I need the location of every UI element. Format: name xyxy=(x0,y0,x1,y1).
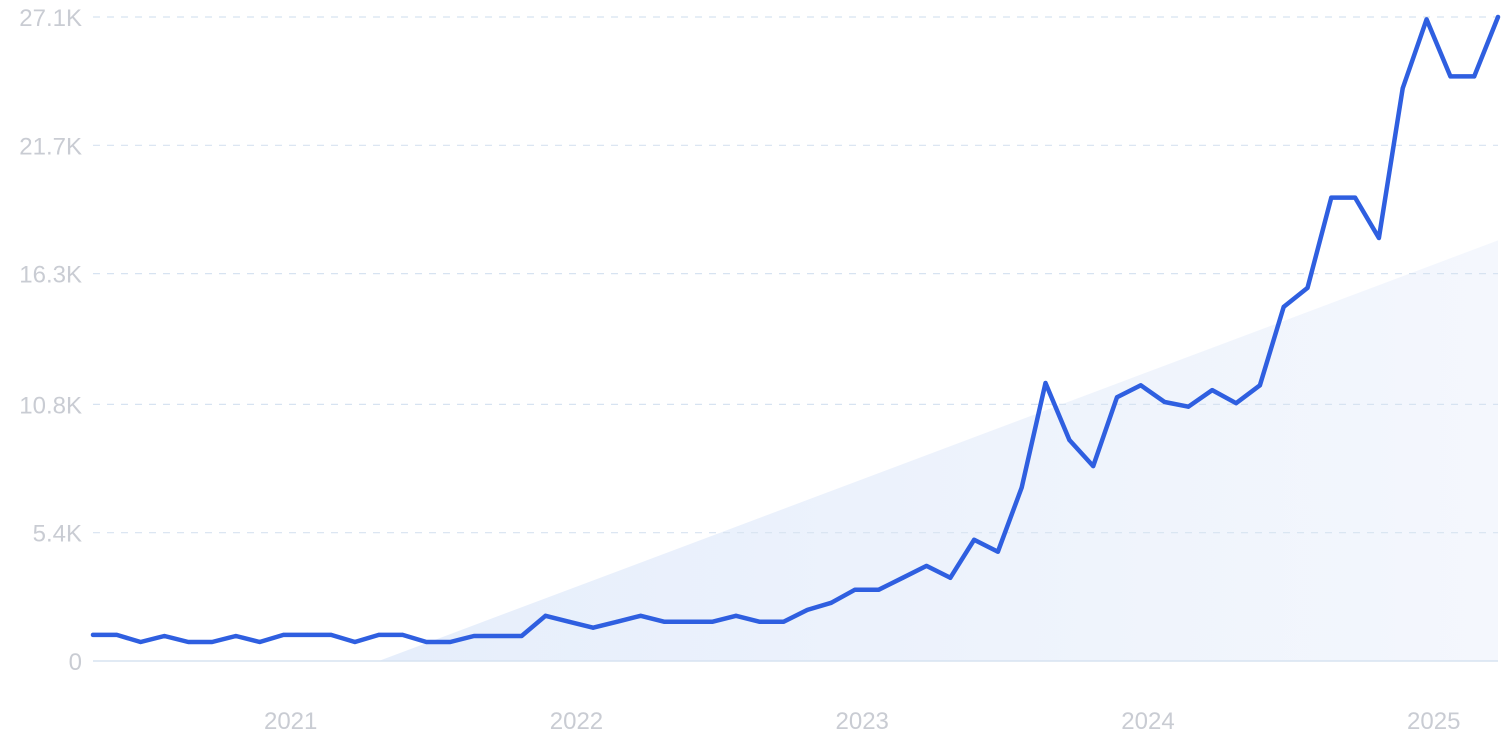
data-point xyxy=(352,639,357,644)
data-point xyxy=(638,613,643,618)
data-point xyxy=(567,619,572,624)
data-point xyxy=(1210,388,1215,393)
data-point xyxy=(1496,15,1500,19)
data-point xyxy=(781,619,786,624)
x-tick-label: 2024 xyxy=(1121,708,1174,735)
data-point xyxy=(876,587,881,592)
data-point xyxy=(91,632,95,637)
data-point xyxy=(1234,401,1239,406)
data-point xyxy=(1448,74,1453,79)
data-point xyxy=(614,619,619,624)
data-point xyxy=(924,563,929,568)
data-point xyxy=(1281,304,1286,309)
x-tick-label: 2022 xyxy=(550,708,603,735)
data-point xyxy=(948,575,953,580)
y-tick-label: 16.3K xyxy=(19,262,82,289)
data-point xyxy=(1353,195,1358,200)
data-point xyxy=(1138,383,1143,388)
data-point xyxy=(1114,395,1119,400)
data-point xyxy=(733,613,738,618)
data-point xyxy=(853,587,858,592)
data-point xyxy=(495,634,500,639)
data-point xyxy=(972,537,977,542)
data-point xyxy=(519,634,524,639)
data-point xyxy=(305,632,310,637)
data-point xyxy=(1424,17,1429,22)
data-point xyxy=(1329,195,1334,200)
data-point xyxy=(757,619,762,624)
data-point xyxy=(233,634,238,639)
y-tick-label: 21.7K xyxy=(19,133,82,160)
data-point xyxy=(1162,399,1167,404)
data-point xyxy=(1257,383,1262,388)
x-tick-label: 2025 xyxy=(1407,708,1460,735)
y-tick-label: 5.4K xyxy=(33,521,82,548)
data-point xyxy=(210,639,215,644)
y-tick-label: 27.1K xyxy=(19,5,82,32)
data-point xyxy=(543,613,548,618)
data-point xyxy=(1305,285,1310,290)
data-point xyxy=(1376,236,1381,241)
data-point xyxy=(472,634,477,639)
x-tick-label: 2023 xyxy=(836,708,889,735)
data-point xyxy=(162,634,167,639)
data-point xyxy=(424,639,429,644)
data-point xyxy=(114,632,119,637)
data-point xyxy=(1091,464,1096,469)
data-point xyxy=(710,619,715,624)
data-point xyxy=(281,632,286,637)
trend-area xyxy=(378,240,1499,662)
data-point xyxy=(448,639,453,644)
data-point xyxy=(329,632,334,637)
data-point xyxy=(400,632,405,637)
data-point xyxy=(1067,437,1072,442)
data-point xyxy=(1043,380,1048,385)
data-point xyxy=(591,625,596,630)
y-tick-label: 10.8K xyxy=(19,392,82,419)
y-tick-label: 0 xyxy=(69,649,82,676)
data-point xyxy=(1400,86,1405,91)
data-point xyxy=(1472,74,1477,79)
data-point xyxy=(1019,485,1024,490)
series-line xyxy=(90,14,1501,645)
data-point xyxy=(805,607,810,612)
x-tick-label: 2021 xyxy=(264,708,317,735)
data-point xyxy=(662,619,667,624)
data-point xyxy=(829,600,834,605)
data-point xyxy=(138,639,143,644)
data-point xyxy=(257,639,262,644)
data-point xyxy=(186,639,191,644)
data-point xyxy=(376,632,381,637)
data-point xyxy=(900,575,905,580)
data-point xyxy=(686,619,691,624)
data-point xyxy=(995,549,1000,554)
data-point xyxy=(1186,404,1191,409)
